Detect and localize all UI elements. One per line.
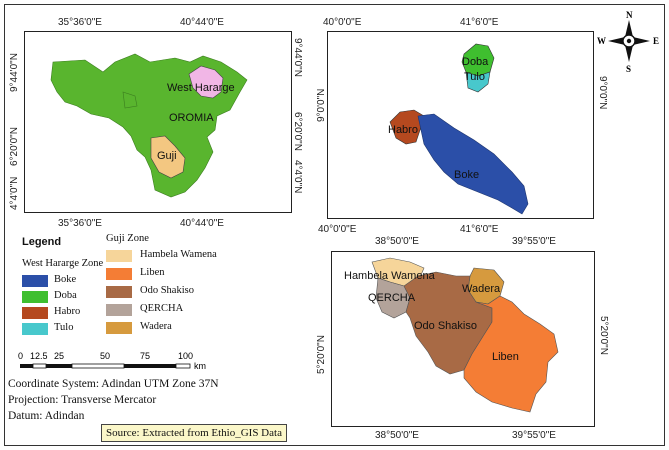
boke-district [417, 113, 529, 215]
guji-map-panel: Hambela Wamena QERCHA Wadera Odo Shakiso… [331, 251, 595, 427]
guji-map-svg: Hambela Wamena QERCHA Wadera Odo Shakiso… [344, 257, 559, 413]
legend-label-qercha: QERCHA [140, 303, 184, 314]
legend-swatch-liben [106, 268, 132, 280]
scale-tick-75: 75 [140, 351, 150, 361]
scale-tick-100: 100 [178, 351, 193, 361]
main-map-right-tick-2: 6°20'0"N [292, 112, 303, 151]
legend-label-doba: Doba [54, 290, 77, 301]
legend-swatch-hambela-wamena [106, 250, 132, 262]
scale-bar: 0 12.5 25 50 75 100 km [14, 348, 224, 374]
legend-swatch-wadera [106, 322, 132, 334]
liben-district [463, 295, 559, 413]
legend-label-tulo: Tulo [54, 322, 74, 333]
wh-map-top-tick-2: 41°6'0"E [460, 17, 499, 28]
west-hararge-map-label: West Hararge [167, 82, 235, 94]
tulo-district [465, 71, 491, 93]
guji-map-bottom-tick-1: 38°50'0"E [375, 430, 419, 441]
legend-swatch-odo-shakiso [106, 286, 132, 298]
legend-swatch-qercha [106, 304, 132, 316]
wh-map-bottom-tick-1: 40°0'0"E [318, 224, 357, 235]
legend-label-wadera: Wadera [140, 321, 172, 332]
main-map-right-tick-3: 4°4'0"N [292, 160, 303, 194]
scale-tick-50: 50 [100, 351, 110, 361]
wh-map-left-tick-1: 9°0'0"N [316, 88, 327, 122]
guji-region [150, 135, 186, 179]
scale-bar-svg: 0 12.5 25 50 75 100 km [18, 351, 206, 371]
doba-map-label: Doba [462, 56, 489, 68]
main-map-left-tick-3: 4°4'0"N [9, 176, 20, 210]
wh-map-right-tick-1: 9°0'0"N [597, 76, 608, 110]
compass-s-label: S [626, 64, 631, 74]
guji-map-label: Guji [157, 150, 177, 162]
north-arrow: N S W E [596, 8, 662, 74]
main-map-left-tick-2: 6°20'0"N [9, 127, 20, 166]
guji-map-top-tick-2: 39°55'0"E [512, 236, 556, 247]
guji-zone-title: Guji Zone [106, 233, 149, 244]
legend-label-hambela-wamena: Hambela Wamena [140, 249, 217, 260]
hambela-wamena-map-label: Hambela Wamena [344, 270, 436, 282]
tulo-map-label: Tulo [464, 71, 485, 83]
datum-text: Datum: Adindan [8, 410, 85, 422]
main-map-top-tick-1: 35°36'0"E [58, 17, 102, 28]
main-map-bottom-tick-2: 40°44'0"E [180, 218, 224, 229]
guji-map-top-tick-1: 38°50'0"E [375, 236, 419, 247]
legend-title: Legend [22, 236, 62, 248]
outer-frame [4, 4, 665, 446]
legend-swatch-doba [22, 291, 48, 303]
main-map-top-tick-2: 40°44'0"E [180, 17, 224, 28]
boke-map-label: Boke [454, 169, 479, 181]
wh-map-bottom-tick-2: 41°6'0"E [460, 224, 499, 235]
legend-label-boke: Boke [54, 274, 77, 285]
guji-map-left-tick-1: 5°20'0"N [316, 335, 327, 374]
habro-district [389, 109, 425, 145]
west-hararge-map-panel: Doba Tulo Habro Boke [327, 31, 594, 219]
oromia-map-label: OROMIA [169, 112, 214, 124]
compass-rose-icon: N S W E [597, 10, 659, 74]
main-map-left-tick-1: 9°44'0"N [9, 53, 20, 92]
legend-label-odo-shakiso: Odo Shakiso [140, 285, 194, 296]
main-map-right-tick-1: 9°44'0"N [292, 38, 303, 77]
odo-shakiso-map-label: Odo Shakiso [414, 320, 477, 332]
habro-map-label: Habro [388, 124, 418, 136]
legend-label-liben: Liben [140, 267, 165, 278]
scale-tick-12-5: 12.5 [30, 351, 48, 361]
scale-unit-km: km [194, 361, 206, 371]
west-hararge-map-svg: Doba Tulo Habro Boke [388, 43, 529, 215]
scale-tick-0: 0 [18, 351, 23, 361]
legend-swatch-tulo [22, 323, 48, 335]
wadera-map-label: Wadera [462, 283, 501, 295]
compass-n-label: N [626, 10, 633, 20]
legend-label-habro: Habro [54, 306, 81, 317]
projection-text: Projection: Transverse Mercator [8, 394, 157, 406]
compass-e-label: E [653, 36, 659, 46]
main-map-svg: West Hararge OROMIA Guji [50, 53, 248, 198]
compass-w-label: W [597, 36, 606, 46]
main-map-panel: West Hararge OROMIA Guji [24, 31, 292, 213]
coordinate-system-text: Coordinate System: Adindan UTM Zone 37N [8, 378, 219, 390]
west-hararge-region [188, 65, 224, 99]
guji-map-bottom-tick-2: 39°55'0"E [512, 430, 556, 441]
legend-swatch-boke [22, 275, 48, 287]
guji-map-right-tick-1: 5°20'0"N [598, 316, 609, 355]
main-map-bottom-tick-1: 35°36'0"E [58, 218, 102, 229]
scale-tick-25: 25 [54, 351, 64, 361]
liben-map-label: Liben [492, 351, 519, 363]
qercha-map-label: QERCHA [368, 292, 416, 304]
west-hararge-zone-title: West Hararge Zone [22, 258, 104, 269]
legend-swatch-habro [22, 307, 48, 319]
wh-map-top-tick-1: 40°0'0"E [323, 17, 362, 28]
source-box: Source: Extracted from Ethio_GIS Data [101, 424, 287, 442]
